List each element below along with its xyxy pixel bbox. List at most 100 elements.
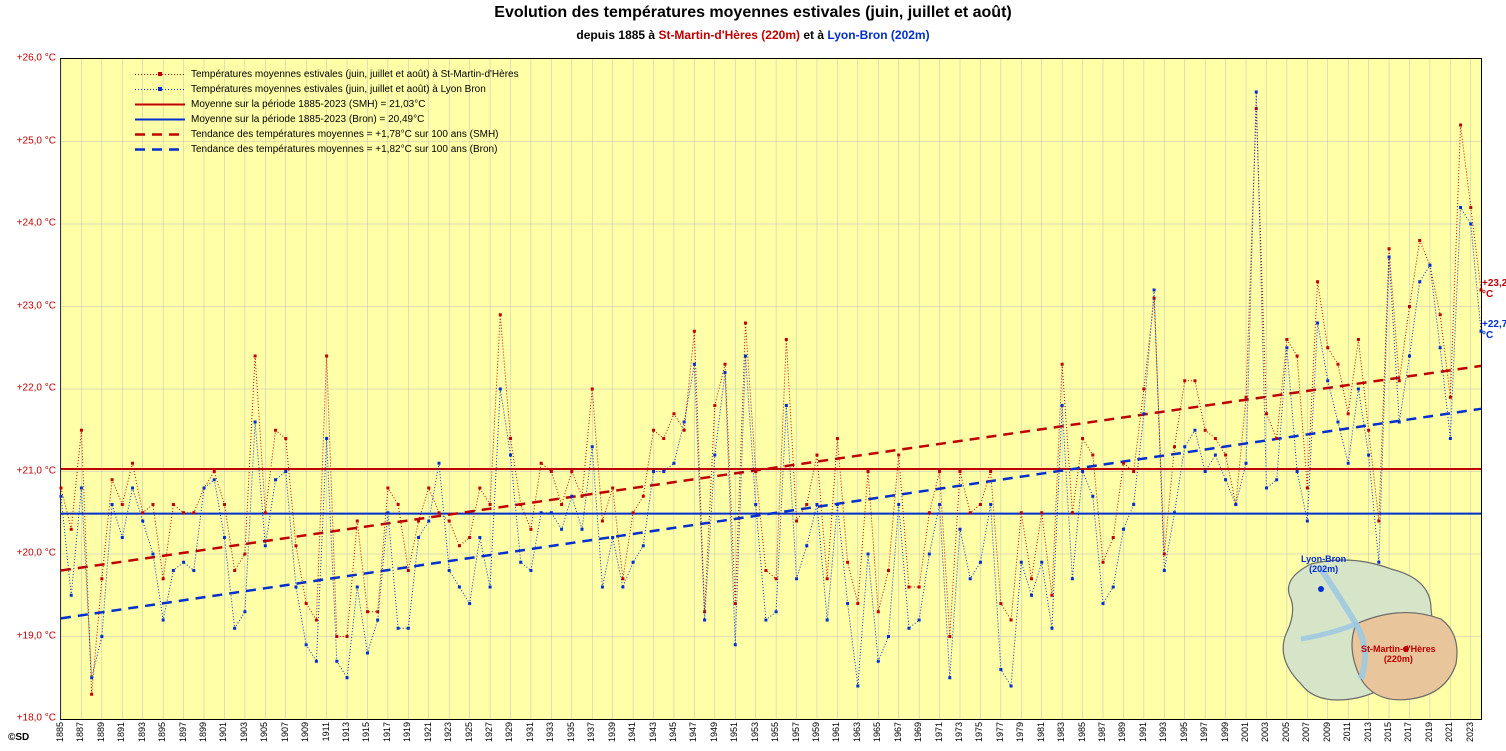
inset-map-svg [1261, 549, 1471, 709]
x-tick-label: 1899 [198, 722, 208, 742]
x-tick-label: 1901 [218, 722, 228, 742]
x-tick-label: 2011 [1342, 722, 1352, 741]
x-tick-label: 2013 [1363, 722, 1373, 742]
x-tick-label: 1931 [525, 722, 535, 742]
x-tick-label: 2023 [1465, 722, 1475, 742]
x-tick-label: 1923 [443, 722, 453, 742]
x-tick-label: 1971 [934, 722, 944, 742]
inset-label-bron: Lyon-Bron(202m) [1301, 554, 1346, 574]
x-tick-label: 1925 [464, 722, 474, 742]
x-tick-label: 1965 [872, 722, 882, 742]
legend-row-mean-smh: Moyenne sur la période 1885-2023 (SMH) =… [135, 97, 519, 112]
x-tick-label: 1887 [75, 722, 85, 742]
x-tick-label: 1977 [995, 722, 1005, 742]
x-tick-label: 2001 [1240, 722, 1250, 742]
credit-text: ©SD [8, 732, 29, 743]
x-tick-label: 1927 [484, 722, 494, 742]
subtitle-loc1: St-Martin-d'Hères (220m) [658, 28, 800, 42]
y-tick-label: +23,0 °C [12, 300, 56, 311]
legend-label: Tendance des températures moyennes = +1,… [191, 142, 497, 158]
x-tick-label: 2015 [1383, 722, 1393, 742]
x-tick-label: 1993 [1158, 722, 1168, 742]
end-label-bron: +22,7 °C [1482, 319, 1506, 341]
x-tick-label: 1905 [259, 722, 269, 742]
x-tick-label: 1921 [423, 722, 433, 742]
legend-label: Températures moyennes estivales (juin, j… [191, 67, 519, 83]
x-tick-label: 1943 [648, 722, 658, 742]
chart-subtitle: depuis 1885 à St-Martin-d'Hères (220m) e… [0, 28, 1506, 42]
x-tick-label: 1989 [1117, 722, 1127, 742]
x-tick-label: 1941 [627, 722, 637, 742]
legend-label: Moyenne sur la période 1885-2023 (Bron) … [191, 112, 424, 128]
x-tick-label: 1995 [1179, 722, 1189, 742]
x-tick-label: 2009 [1322, 722, 1332, 742]
legend-label: Températures moyennes estivales (juin, j… [191, 82, 486, 98]
x-tick-label: 1913 [341, 722, 351, 742]
x-tick-label: 1975 [974, 722, 984, 742]
x-tick-label: 1953 [750, 722, 760, 742]
x-tick-label: 1897 [178, 722, 188, 742]
x-tick-label: 1967 [893, 722, 903, 742]
x-tick-label: 1895 [157, 722, 167, 742]
legend-row-series-smh: Températures moyennes estivales (juin, j… [135, 67, 519, 82]
x-tick-label: 1969 [913, 722, 923, 742]
x-tick-label: 1983 [1056, 722, 1066, 742]
y-tick-label: +19,0 °C [12, 630, 56, 641]
y-tick-label: +20,0 °C [12, 548, 56, 559]
x-tick-label: 1987 [1097, 722, 1107, 742]
x-tick-label: 1915 [361, 722, 371, 742]
x-tick-label: 1929 [504, 722, 514, 742]
x-tick-label: 1955 [770, 722, 780, 742]
legend-label: Moyenne sur la période 1885-2023 (SMH) =… [191, 97, 425, 113]
x-tick-label: 1945 [668, 722, 678, 742]
x-tick-label: 1891 [116, 722, 126, 742]
legend-sample [135, 112, 185, 127]
legend-sample [135, 82, 185, 97]
x-tick-label: 1963 [852, 722, 862, 742]
end-label-smh: +23,2 °C [1482, 278, 1506, 300]
subtitle-prefix: depuis 1885 à [576, 28, 658, 42]
x-tick-label: 1991 [1138, 722, 1148, 742]
x-tick-label: 1949 [709, 722, 719, 742]
x-tick-label: 2019 [1424, 722, 1434, 742]
x-tick-label: 1973 [954, 722, 964, 742]
legend-sample [135, 127, 185, 142]
legend-sample [135, 97, 185, 112]
plot-area: Températures moyennes estivales (juin, j… [60, 58, 1482, 720]
x-tick-label: 1985 [1077, 722, 1087, 742]
x-tick-label: 1935 [566, 722, 576, 742]
inset-label-smh: St-Martin-d'Hères(220m) [1361, 644, 1436, 664]
x-tick-label: 1961 [831, 722, 841, 742]
legend-row-trend-smh: Tendance des températures moyennes = +1,… [135, 127, 519, 142]
x-tick-label: 1939 [607, 722, 617, 742]
x-tick-label: 1911 [321, 722, 331, 741]
x-tick-label: 1909 [300, 722, 310, 742]
x-tick-label: 2007 [1301, 722, 1311, 742]
y-tick-label: +18,0 °C [12, 713, 56, 724]
legend-row-trend-bron: Tendance des températures moyennes = +1,… [135, 142, 519, 157]
x-tick-label: 1999 [1220, 722, 1230, 742]
legend-row-mean-bron: Moyenne sur la période 1885-2023 (Bron) … [135, 112, 519, 127]
x-tick-label: 1981 [1036, 722, 1046, 742]
y-tick-label: +24,0 °C [12, 218, 56, 229]
x-tick-label: 1917 [382, 722, 392, 742]
y-tick-label: +22,0 °C [12, 383, 56, 394]
legend-sample [135, 142, 185, 157]
subtitle-mid: et à [800, 28, 827, 42]
x-tick-label: 1937 [586, 722, 596, 742]
x-tick-label: 1959 [811, 722, 821, 742]
x-tick-label: 1893 [137, 722, 147, 742]
x-tick-label: 1907 [280, 722, 290, 742]
legend-label: Tendance des températures moyennes = +1,… [191, 127, 499, 143]
x-tick-label: 2003 [1260, 722, 1270, 742]
legend: Températures moyennes estivales (juin, j… [135, 67, 519, 157]
x-tick-label: 2021 [1444, 722, 1454, 742]
x-tick-label: 1889 [96, 722, 106, 742]
subtitle-loc2: Lyon-Bron (202m) [827, 28, 929, 42]
x-tick-label: 1903 [239, 722, 249, 742]
x-tick-label: 2005 [1281, 722, 1291, 742]
chart-container: Evolution des températures moyennes esti… [0, 0, 1506, 751]
y-tick-label: +21,0 °C [12, 465, 56, 476]
x-tick-label: 1957 [791, 722, 801, 742]
x-tick-label: 1979 [1015, 722, 1025, 742]
